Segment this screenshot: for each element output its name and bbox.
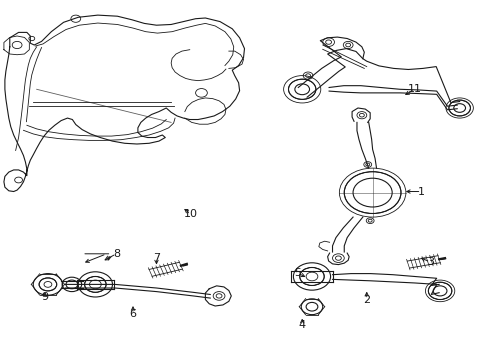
Text: 4: 4 (298, 320, 305, 330)
Text: 2: 2 (363, 294, 369, 305)
Text: 3: 3 (426, 257, 433, 267)
Text: 8: 8 (113, 249, 120, 259)
Text: 1: 1 (417, 186, 424, 197)
Text: 6: 6 (129, 309, 136, 319)
Text: 5: 5 (293, 268, 300, 278)
Text: 9: 9 (41, 292, 48, 302)
Text: 7: 7 (153, 253, 160, 264)
Text: 11: 11 (407, 84, 421, 94)
Text: 10: 10 (183, 209, 197, 219)
